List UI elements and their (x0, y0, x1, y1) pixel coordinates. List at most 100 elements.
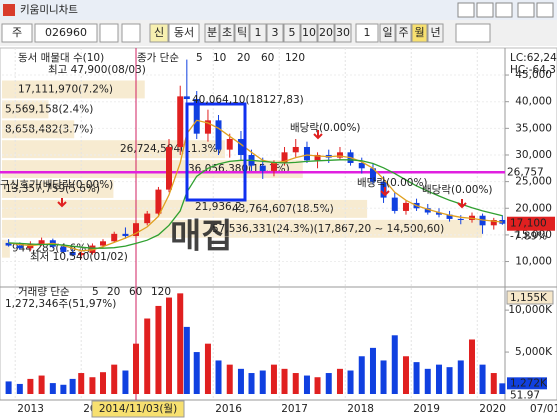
code-field[interactable] (455, 23, 491, 43)
volume-bar (358, 356, 365, 394)
btn-close[interactable] (536, 2, 554, 18)
candle-body (259, 165, 266, 171)
search-btn[interactable] (99, 23, 119, 43)
period-btn[interactable]: 년 (430, 26, 440, 39)
market[interactable]: 주 (12, 26, 22, 39)
volume-bar (270, 364, 277, 394)
period-btn[interactable]: 일 (382, 25, 392, 39)
stock-code-box[interactable] (34, 23, 98, 43)
candle-body (380, 181, 387, 198)
btn-b[interactable] (476, 2, 494, 18)
period-btn-box[interactable] (427, 23, 444, 43)
number-btn-box[interactable] (334, 23, 352, 43)
number-btn[interactable]: 10 (302, 26, 316, 39)
volume-bar (303, 375, 310, 394)
candle-body (155, 189, 162, 214)
window-buttons[interactable] (457, 2, 554, 18)
new-btn-box[interactable] (149, 23, 169, 43)
period-btn-box[interactable] (411, 23, 428, 43)
candle-body (402, 202, 409, 211)
stock-name-box[interactable] (168, 23, 200, 43)
signal-arrow (57, 198, 67, 208)
unit-btn[interactable]: 틱 (237, 26, 247, 39)
candle-body (270, 162, 277, 171)
volume-ma-legend: 60 (129, 286, 142, 298)
new-btn[interactable]: 신 (154, 26, 164, 39)
cursor-label: 2014/11/03(월) (99, 403, 177, 415)
period-btn[interactable]: 주 (398, 26, 408, 39)
title-bar (0, 0, 557, 20)
signal-arrow (380, 187, 390, 197)
ma-legend: 5 (196, 52, 203, 64)
volume-info: 1,272,346주(51,97%) (5, 298, 116, 310)
volume-profile-label: 8,658,482(3.7%) (5, 123, 93, 135)
candle-body (16, 245, 23, 249)
candle-body (435, 212, 442, 215)
volume-bar (215, 360, 222, 394)
ma-legend: 10 (213, 52, 226, 64)
number-btn-box[interactable] (283, 23, 301, 43)
volume-bar (325, 373, 332, 394)
input-box[interactable] (355, 23, 379, 43)
volume-bar (49, 383, 56, 394)
unit-btn-box[interactable] (234, 23, 250, 43)
candle-body (122, 233, 129, 236)
btn-min[interactable] (517, 2, 535, 18)
number-btn[interactable]: 30 (336, 26, 350, 39)
number-btn[interactable]: 3 (272, 26, 279, 39)
unit-btn-box[interactable] (219, 23, 235, 43)
volume-profile-label: 13,357,759(5.6%) (5, 183, 100, 195)
stock-name[interactable]: 동서 (174, 26, 194, 39)
y-tick-label: 30,000 (515, 149, 552, 161)
volume-ma-legend: 20 (107, 286, 120, 298)
candle-body (183, 96, 190, 100)
volume-tick-label: 5,000K (515, 346, 553, 358)
number-btn-box[interactable] (266, 23, 284, 43)
volume-profile-label: 57,536,331(24.3%)(17,867,20 ~ 14,500,60) (212, 223, 444, 235)
market-box[interactable] (1, 23, 33, 43)
candle-body (358, 162, 365, 169)
lc-label: LC:62,24 (510, 52, 557, 64)
volume-bar (38, 375, 45, 394)
unit-btn[interactable]: 분 (207, 26, 217, 39)
period-btn[interactable]: 월 (414, 26, 424, 39)
unit-btn-box[interactable] (204, 23, 220, 43)
candle-body (111, 233, 118, 242)
volume-bar (122, 370, 129, 394)
volume-profile-bar (2, 219, 482, 238)
period-btn-box[interactable] (395, 23, 412, 43)
period-btn-box[interactable] (379, 23, 396, 43)
candle-body (215, 120, 222, 150)
volume-profile-bar (2, 120, 75, 139)
stock-code[interactable]: 026960 (45, 26, 87, 39)
input[interactable]: 1 (364, 26, 371, 39)
sound-btn[interactable] (121, 23, 141, 43)
number-btn[interactable]: 1 (255, 26, 262, 39)
volume-profile-bar (2, 160, 303, 179)
number-btn[interactable]: 5 (289, 26, 296, 39)
candle-body (133, 223, 140, 236)
annotation: 21,936,2 (195, 201, 242, 213)
volume-bar (336, 368, 343, 394)
number-btn-box[interactable] (300, 23, 318, 43)
x-tick-label: 2018 (347, 403, 374, 415)
btn-a[interactable] (457, 2, 475, 18)
volume-last-pct: 51.97 (510, 389, 540, 401)
pane-title: 동서 매물대 수(10) (18, 52, 104, 64)
number-btn[interactable]: 20 (319, 26, 333, 39)
candle-body (424, 208, 431, 213)
annotation: 40,064,10(18127,83) (192, 94, 304, 106)
signal-arrow (313, 130, 323, 140)
volume-title: 거래량 단순 (18, 286, 70, 298)
number-btn-box[interactable] (317, 23, 335, 43)
volume-bar (144, 318, 151, 394)
volume-last-tag (507, 377, 547, 390)
unit-btn[interactable]: 초 (222, 26, 232, 39)
btn-c[interactable] (495, 2, 513, 18)
volume-profile-bar (2, 180, 114, 198)
drawn-box (185, 102, 247, 202)
candle-body (60, 246, 67, 252)
volume-last: 1,272K (510, 377, 548, 389)
annotation: 최고 47,900(08/03) (48, 64, 146, 76)
number-btn-box[interactable] (249, 23, 267, 43)
